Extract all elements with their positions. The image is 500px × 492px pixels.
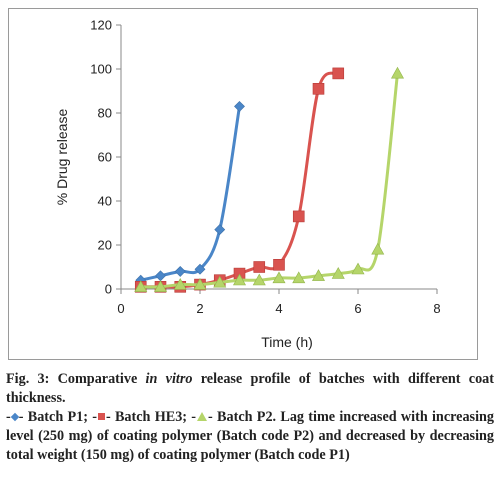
data-point-batch-p2 — [193, 277, 207, 290]
x-axis-title: Time (h) — [261, 334, 313, 350]
data-point-batch-p2 — [272, 271, 286, 284]
data-point-batch-p1 — [194, 263, 206, 275]
x-tick-label: 4 — [275, 301, 282, 316]
data-point-batch-p2 — [213, 275, 227, 288]
data-point-batch-p2 — [292, 271, 306, 284]
figure-caption: Fig. 3: Comparative in vitro release pro… — [6, 370, 494, 465]
chart-frame: 0 20 40 60 80 100 120 0 2 4 6 8 Time (h) % Drug relea… — [8, 8, 478, 360]
x-tick-label: 2 — [196, 301, 203, 316]
data-point-batch-he3 — [332, 67, 345, 80]
data-point-batch-he3 — [312, 83, 325, 95]
data-point-batch-p2 — [173, 277, 187, 290]
data-point-batch-he3 — [292, 210, 305, 223]
data-point-batch-p2 — [390, 66, 405, 79]
data-point-batch-p1 — [155, 270, 166, 282]
legend-he3-square-icon — [97, 413, 105, 421]
fig-title-italic: in vitro — [145, 371, 193, 387]
data-point-batch-he3 — [253, 261, 266, 273]
x-tick-label: 8 — [433, 301, 440, 316]
data-point-batch-p2 — [232, 273, 247, 286]
x-tick-label: 6 — [354, 301, 361, 316]
data-point-batch-p1 — [234, 100, 245, 112]
data-point-batch-p2 — [134, 280, 148, 292]
y-tick-label: 80 — [98, 106, 112, 121]
data-point-batch-p1 — [174, 265, 186, 277]
release-profile-chart: 0 20 40 60 80 100 120 0 2 4 6 8 Time (h) % Drug relea… — [54, 18, 441, 351]
data-point-batch-p2 — [311, 269, 326, 281]
x-tick-label: 0 — [117, 301, 124, 316]
legend-p1-prefix: - — [6, 409, 11, 425]
fig-title-suffix: release profile of batches with differen… — [6, 371, 494, 406]
y-tick-label: 120 — [90, 18, 112, 33]
figure-title: Fig. 3: Comparative in vitro release pro… — [6, 370, 494, 408]
data-point-batch-p1 — [214, 224, 226, 236]
series-line-batch-p2 — [140, 73, 399, 289]
fig-title-prefix: Fig. 3: Comparative — [6, 371, 146, 387]
legend-p2-label: - Batch P2. Lag time increased with incr… — [6, 409, 494, 463]
data-point-batch-he3 — [273, 259, 285, 271]
y-tick-label: 100 — [90, 62, 112, 77]
series-line-batch-p1 — [140, 106, 241, 282]
y-tick-label: 0 — [105, 282, 112, 297]
legend-he3-label: - Batch HE3; - — [105, 409, 197, 425]
data-point-batch-p2 — [351, 262, 365, 275]
data-point-batch-p2 — [331, 266, 345, 279]
data-point-batch-p2 — [153, 280, 168, 292]
data-point-batch-p2 — [371, 242, 385, 255]
legend-p2-triangle-icon — [197, 412, 208, 422]
y-tick-label: 20 — [98, 238, 112, 253]
legend-description: -- Batch P1; - - Batch HE3; -- Batch P2. … — [6, 408, 494, 465]
data-point-batch-p2 — [252, 273, 266, 286]
legend-p1-label: - Batch P1; - — [18, 409, 97, 425]
y-tick-label: 40 — [98, 194, 112, 209]
y-tick-label: 60 — [98, 150, 112, 165]
legend-p1-diamond-icon — [10, 412, 19, 421]
y-axis-title: % Drug release — [54, 109, 70, 206]
